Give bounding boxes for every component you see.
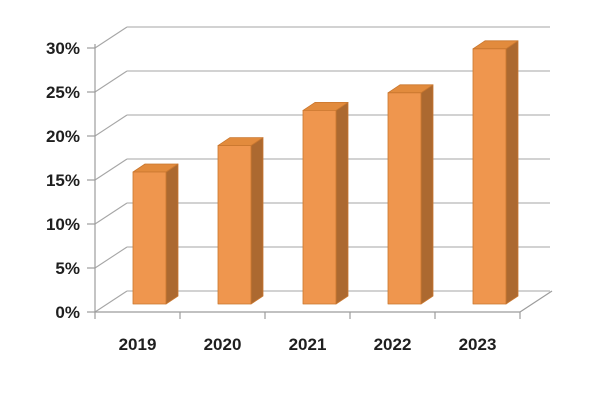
- x-axis-category-label: 2020: [204, 335, 242, 354]
- x-axis-category-label: 2021: [289, 335, 327, 354]
- bar-side-face: [165, 163, 179, 305]
- bar-side-face: [335, 102, 349, 305]
- bar-side-face: [250, 137, 264, 305]
- y-axis-tick-label: 0%: [55, 303, 80, 322]
- x-axis-category-label: 2023: [459, 335, 497, 354]
- gridline-depth-connector: [94, 114, 128, 137]
- x-axis-category-label: 2019: [119, 335, 157, 354]
- y-axis-tick-label: 15%: [46, 171, 80, 190]
- bar-2023: [472, 40, 519, 305]
- bar-side-face: [505, 40, 519, 305]
- gridline-depth-connector: [94, 70, 128, 93]
- bar-front-face: [472, 48, 507, 305]
- gridline-depth-connector: [94, 290, 128, 313]
- bar-front-face: [217, 145, 252, 305]
- bar-side-face: [420, 84, 434, 305]
- gridline-depth-connector: [94, 202, 128, 225]
- bar-front-face: [132, 171, 167, 305]
- y-axis-tick-label: 5%: [55, 259, 80, 278]
- bar-2020: [217, 137, 264, 305]
- bar-2022: [387, 84, 434, 305]
- gridline-depth-connector: [94, 26, 128, 49]
- x-axis-category-label: 2022: [374, 335, 412, 354]
- gridline-depth-connector: [94, 158, 128, 181]
- gridline-depth-connector: [94, 246, 128, 269]
- bar-2019: [132, 163, 179, 305]
- y-axis-tick-label: 30%: [46, 39, 80, 58]
- y-axis-tick-label: 20%: [46, 127, 80, 146]
- y-axis-tick-label: 25%: [46, 83, 80, 102]
- bar-front-face: [387, 92, 422, 305]
- y-axis-tick-label: 10%: [46, 215, 80, 234]
- bar-front-face: [302, 110, 337, 305]
- floor-right-edge: [519, 290, 553, 313]
- bar-2021: [302, 102, 349, 305]
